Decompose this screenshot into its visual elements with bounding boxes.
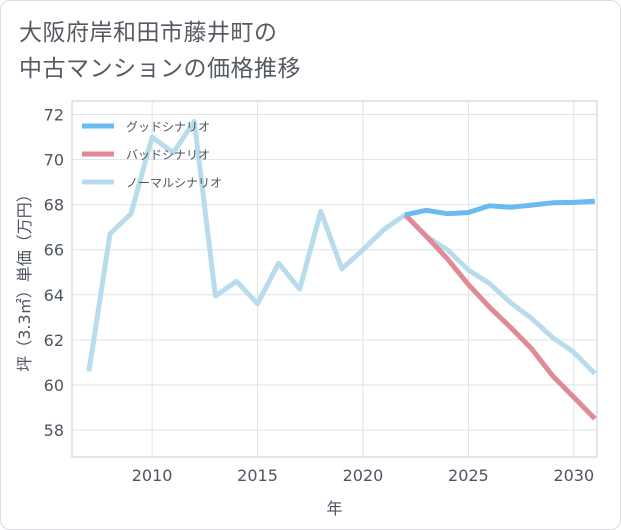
chart-title: 大阪府岸和田市藤井町の 中古マンションの価格推移: [19, 15, 579, 87]
y-tick-label: 60: [44, 376, 64, 395]
plot-area: [71, 100, 598, 458]
x-tick-label: 2025: [448, 466, 489, 485]
y-tick-label: 64: [44, 286, 64, 305]
legend-label: グッドシナリオ: [126, 120, 210, 134]
legend-label: ノーマルシナリオ: [126, 176, 222, 190]
y-tick-label: 62: [44, 331, 64, 350]
chart-title-line1: 大阪府岸和田市藤井町の: [19, 20, 278, 46]
y-tick-label: 68: [44, 196, 64, 215]
y-tick-label: 58: [44, 421, 64, 440]
y-axis-title: 坪（3.3㎡）単価（万円）: [15, 186, 34, 371]
series-group: [86, 118, 597, 421]
x-axis: 2010 2015 2020 2025 2030: [132, 466, 594, 485]
y-tick-label: 70: [44, 151, 64, 170]
x-axis-title: 年: [326, 499, 342, 518]
y-axis: 58 60 62 64 66 68 70 72: [44, 106, 64, 440]
x-tick-label: 2020: [343, 466, 384, 485]
chart-title-line2: 中古マンションの価格推移: [19, 56, 301, 82]
x-tick-label: 2010: [132, 466, 173, 485]
series-line-2: [403, 213, 597, 421]
y-tick-label: 72: [44, 106, 64, 125]
series-line-1: [404, 198, 596, 218]
x-tick-label: 2015: [237, 466, 278, 485]
series-line-3: [86, 118, 597, 376]
grid: [72, 101, 597, 457]
legend-label: バッドシナリオ: [126, 148, 210, 162]
y-tick-label: 66: [44, 241, 64, 260]
x-tick-label: 2030: [553, 466, 594, 485]
